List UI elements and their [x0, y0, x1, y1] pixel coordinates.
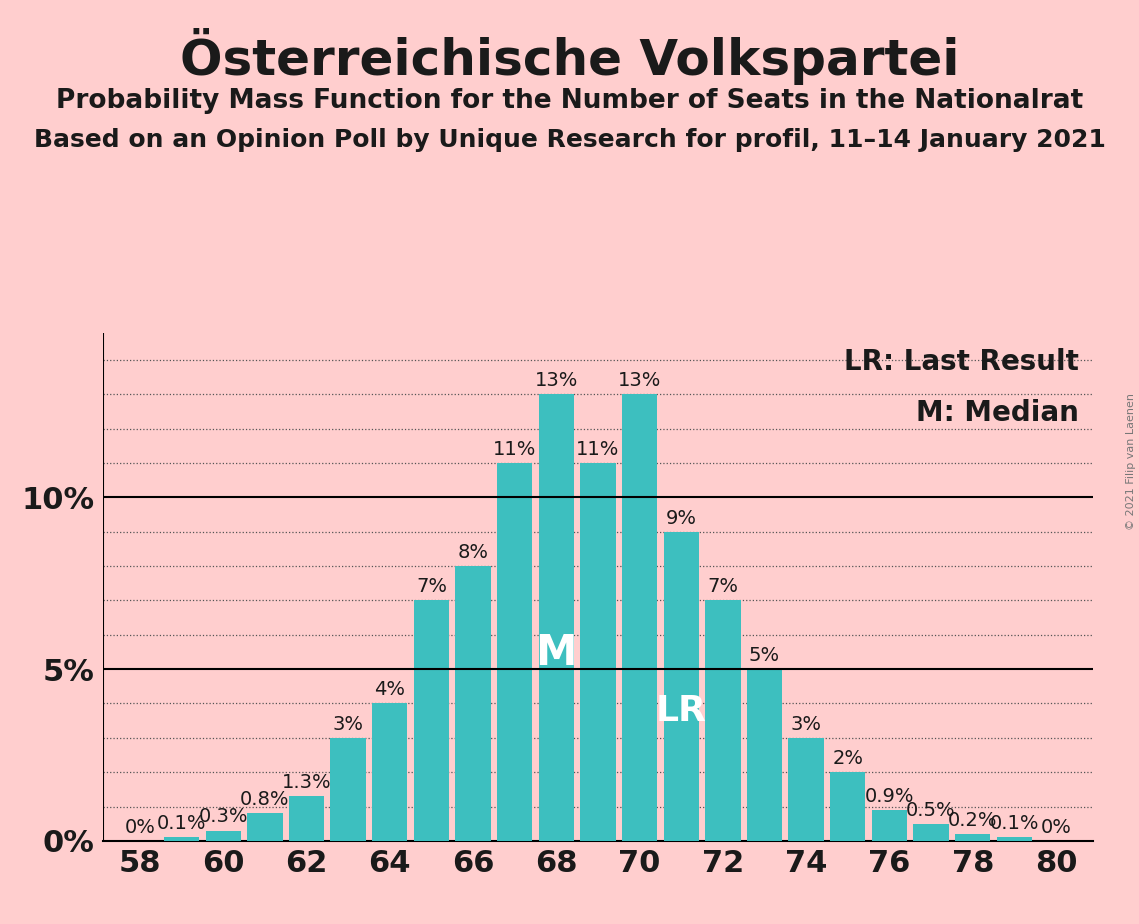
Text: Based on an Opinion Poll by Unique Research for profil, 11–14 January 2021: Based on an Opinion Poll by Unique Resea… — [33, 128, 1106, 152]
Bar — [456, 566, 491, 841]
Bar — [372, 703, 408, 841]
Text: 7%: 7% — [416, 578, 446, 596]
Bar — [913, 823, 949, 841]
Bar — [788, 738, 823, 841]
Text: 8%: 8% — [458, 543, 489, 562]
Text: LR: Last Result: LR: Last Result — [844, 347, 1079, 376]
Text: 5%: 5% — [749, 646, 780, 665]
Bar — [247, 813, 282, 841]
Text: 4%: 4% — [375, 680, 405, 699]
Bar — [954, 834, 991, 841]
Bar — [164, 837, 199, 841]
Text: M: M — [535, 632, 577, 675]
Bar — [664, 532, 699, 841]
Text: 11%: 11% — [493, 440, 536, 459]
Text: 0.8%: 0.8% — [240, 790, 289, 809]
Text: Probability Mass Function for the Number of Seats in the Nationalrat: Probability Mass Function for the Number… — [56, 88, 1083, 114]
Bar — [497, 463, 532, 841]
Bar — [747, 669, 782, 841]
Text: 0.3%: 0.3% — [198, 808, 248, 826]
Text: 13%: 13% — [618, 371, 662, 390]
Text: 1.3%: 1.3% — [281, 773, 331, 792]
Text: 0.9%: 0.9% — [865, 787, 915, 806]
Text: 0%: 0% — [124, 818, 155, 837]
Bar — [539, 395, 574, 841]
Text: M: Median: M: Median — [916, 399, 1079, 427]
Bar — [580, 463, 616, 841]
Bar — [289, 796, 325, 841]
Text: 13%: 13% — [534, 371, 577, 390]
Text: 0.1%: 0.1% — [990, 814, 1039, 833]
Text: © 2021 Filip van Laenen: © 2021 Filip van Laenen — [1126, 394, 1136, 530]
Text: LR: LR — [656, 694, 706, 728]
Bar — [413, 601, 449, 841]
Text: 2%: 2% — [833, 749, 863, 768]
Bar — [830, 772, 866, 841]
Text: 0%: 0% — [1041, 818, 1072, 837]
Bar — [997, 837, 1032, 841]
Bar — [705, 601, 740, 841]
Text: 0.1%: 0.1% — [157, 814, 206, 833]
Bar — [871, 810, 907, 841]
Text: 0.5%: 0.5% — [907, 800, 956, 820]
Text: 11%: 11% — [576, 440, 620, 459]
Bar — [622, 395, 657, 841]
Text: Österreichische Volkspartei: Österreichische Volkspartei — [180, 28, 959, 85]
Text: 7%: 7% — [707, 578, 738, 596]
Bar — [330, 738, 366, 841]
Bar — [205, 831, 241, 841]
Text: 9%: 9% — [666, 509, 697, 528]
Text: 3%: 3% — [333, 714, 363, 734]
Text: 0.2%: 0.2% — [948, 811, 998, 830]
Text: 3%: 3% — [790, 714, 821, 734]
